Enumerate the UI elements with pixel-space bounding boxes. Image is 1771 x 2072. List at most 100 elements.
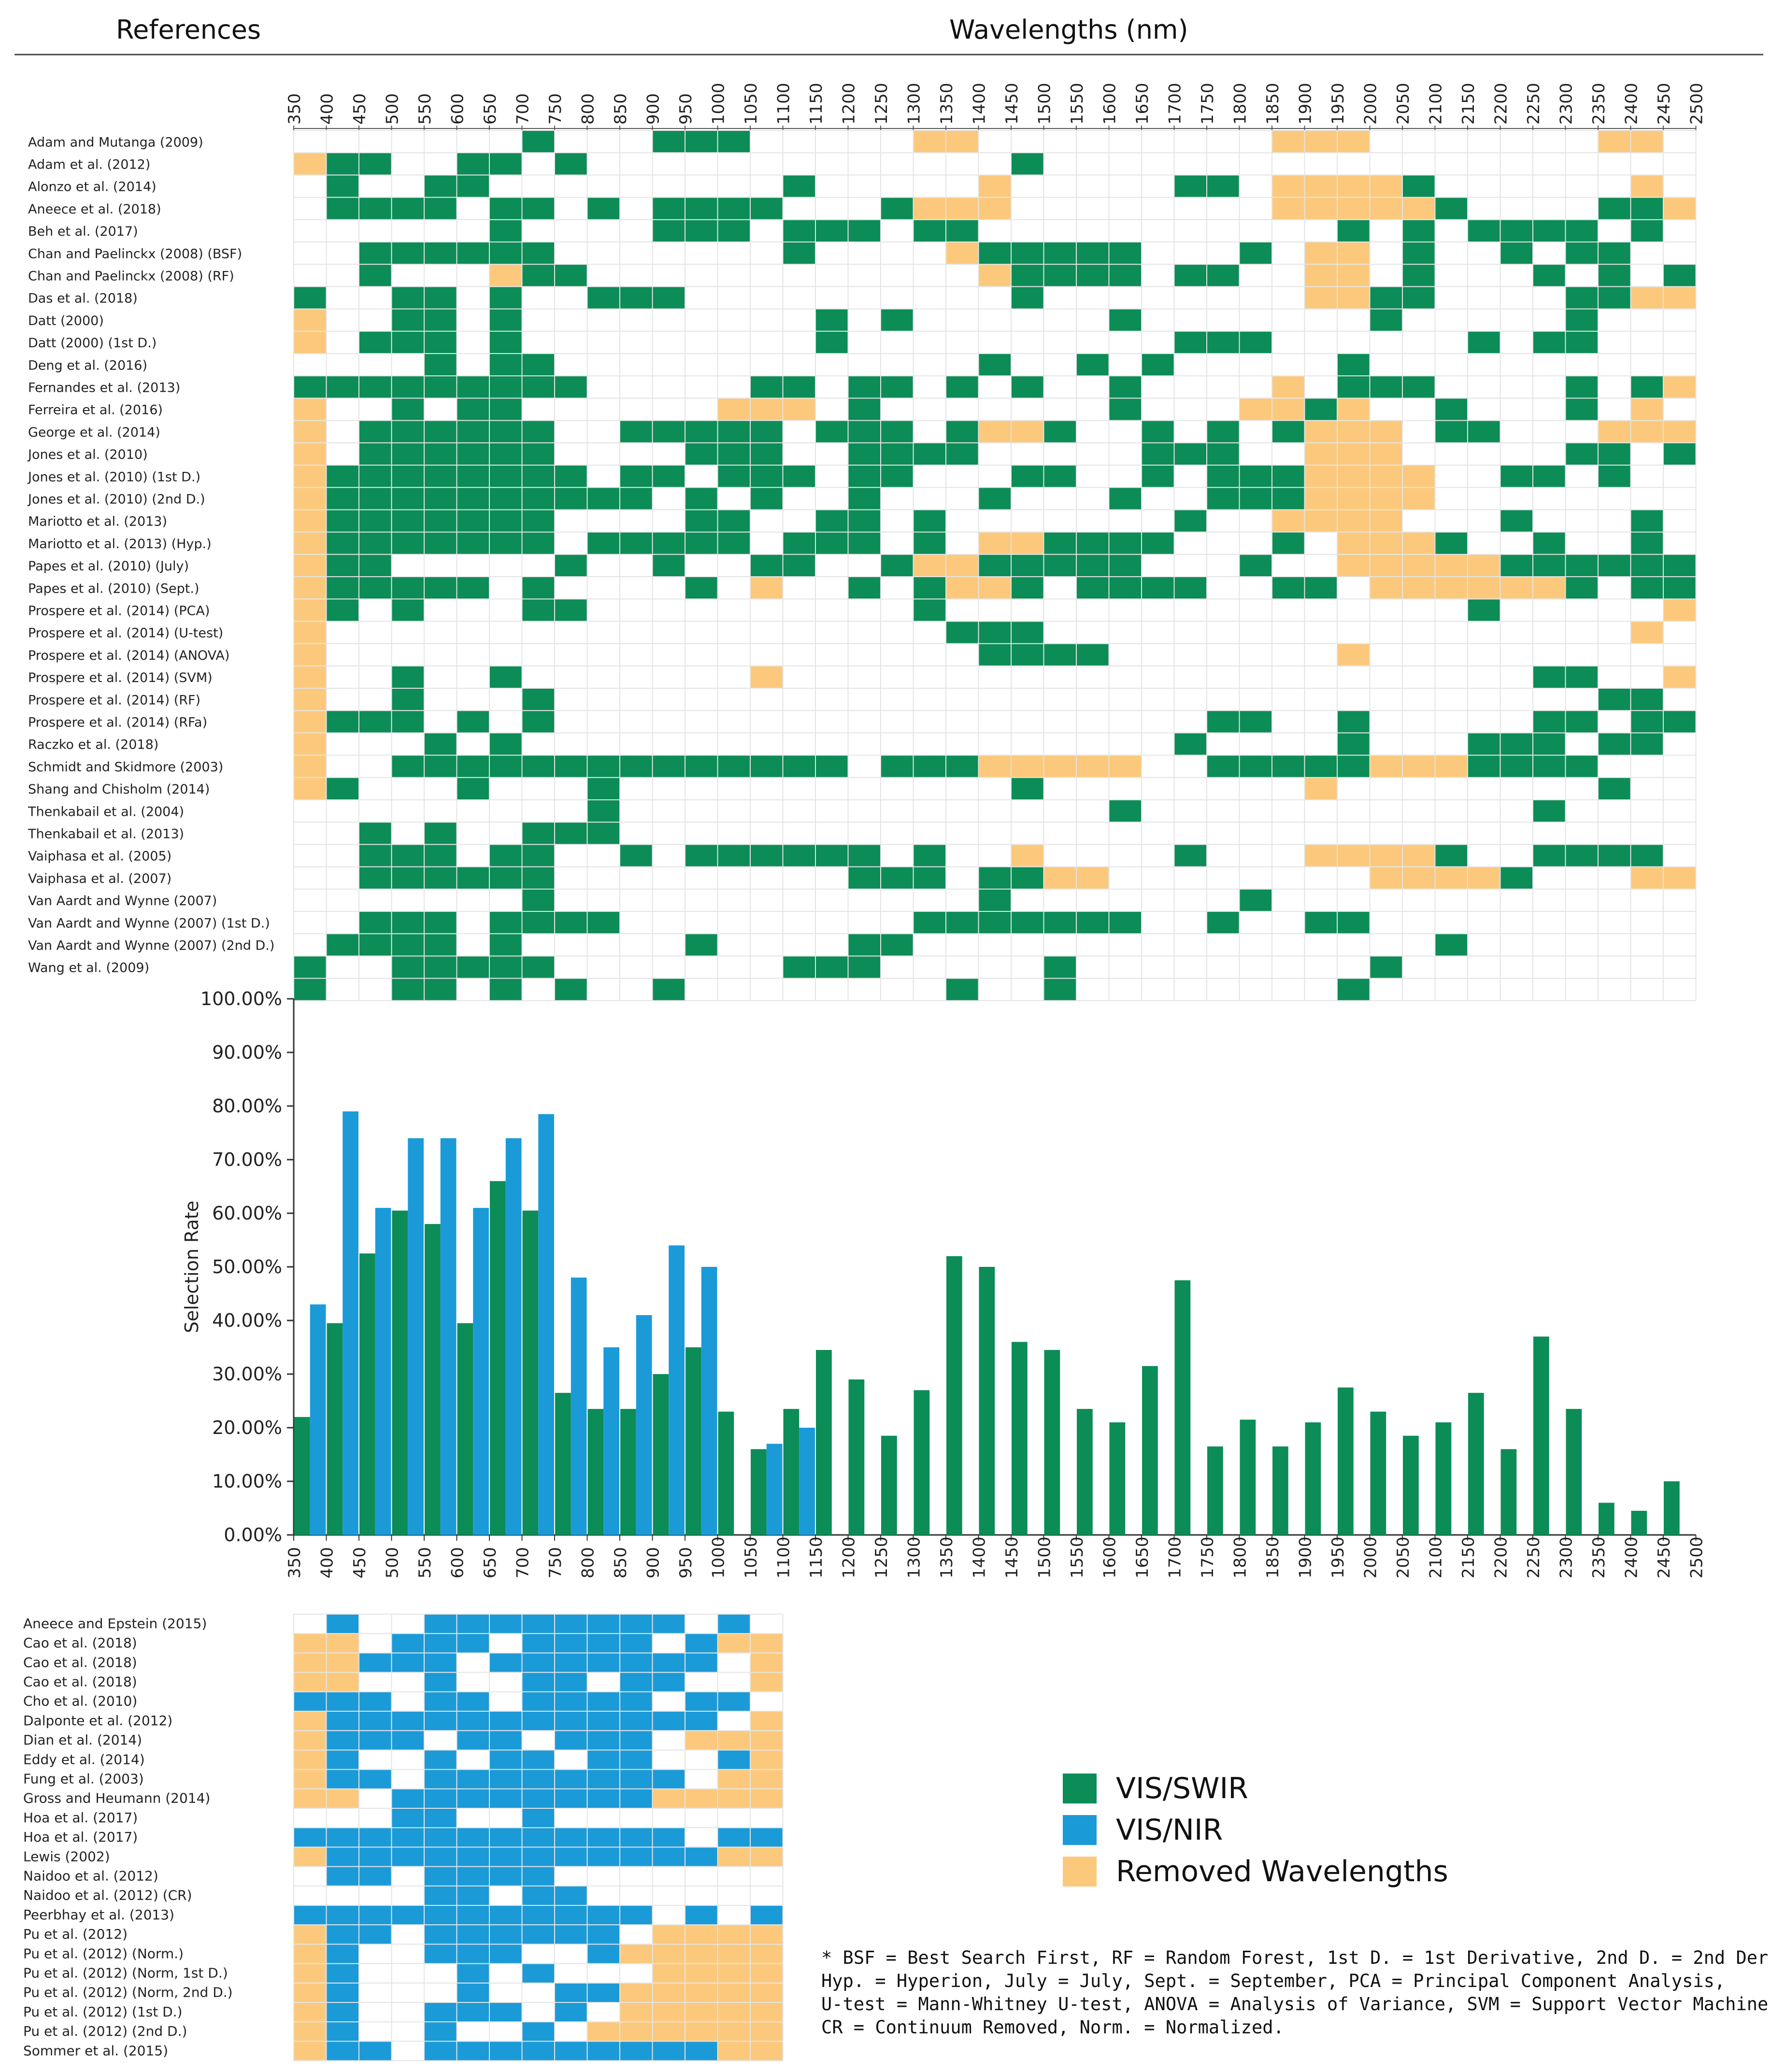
- nir-cell: [587, 1906, 619, 1925]
- swir-cell: [1305, 577, 1337, 599]
- nir-reference-label: Aneece and Epstein (2015): [23, 1616, 207, 1632]
- swir-cell: [359, 443, 391, 465]
- swir-cell: [1012, 532, 1043, 554]
- swir-cell: [1272, 376, 1304, 398]
- swir-cell: [1664, 599, 1696, 621]
- nir-cell: [327, 1925, 358, 1944]
- swir-cell: [1403, 175, 1435, 197]
- swir-cell: [751, 398, 783, 420]
- swir-cell: [1077, 577, 1109, 599]
- bar-vis-swir: [1174, 1280, 1191, 1535]
- swir-cell: [490, 198, 522, 219]
- swir-cell: [294, 510, 326, 532]
- swir-cell: [1305, 198, 1337, 219]
- swir-cell: [1338, 175, 1370, 197]
- swir-cell: [686, 510, 717, 532]
- swir-cell: [359, 845, 391, 866]
- swir-cell: [1533, 845, 1565, 866]
- swir-reference-label: Jones et al. (2010): [27, 447, 148, 462]
- nir-cell: [587, 1750, 619, 1769]
- nir-cell: [686, 1906, 717, 1925]
- swir-cell: [587, 287, 619, 309]
- x-tick-label: 500: [383, 1547, 402, 1578]
- swir-cell: [751, 755, 783, 777]
- x-tick-label: 1150: [807, 1536, 826, 1578]
- swir-cell: [1599, 733, 1630, 755]
- swir-cell: [555, 912, 587, 934]
- swir-cell: [1664, 287, 1696, 309]
- swir-reference-label: Mariotto et al. (2013): [28, 514, 167, 529]
- x-tick-label: 450: [350, 1547, 370, 1578]
- swir-reference-label: Papes et al. (2010) (Sept.): [28, 581, 200, 596]
- swir-cell: [1500, 867, 1532, 889]
- nir-cell: [686, 1712, 717, 1731]
- top-wavelength-label: 1750: [1198, 83, 1217, 125]
- nir-cell: [392, 1712, 424, 1731]
- swir-reference-label: Chan and Paelinckx (2008) (BSF): [28, 246, 242, 261]
- swir-cell: [1370, 466, 1402, 487]
- swir-reference-label: Beh et al. (2017): [28, 224, 138, 239]
- swir-cell: [359, 153, 391, 175]
- swir-cell: [294, 376, 326, 398]
- swir-reference-label: George et al. (2014): [28, 425, 160, 440]
- swir-cell: [1468, 421, 1500, 442]
- swir-cell: [1272, 466, 1304, 487]
- swir-reference-label: Mariotto et al. (2013) (Hyp.): [28, 537, 212, 552]
- swir-cell: [359, 198, 391, 219]
- top-wavelength-label: 2150: [1459, 83, 1478, 125]
- swir-cell: [1338, 979, 1370, 1000]
- swir-cell: [783, 845, 815, 866]
- swir-cell: [914, 198, 945, 219]
- swir-cell: [686, 443, 717, 465]
- top-wavelength-label: 650: [481, 93, 500, 125]
- swir-cell: [490, 867, 522, 889]
- swir-cell: [587, 488, 619, 510]
- swir-cell: [1566, 711, 1598, 733]
- swir-cell: [1044, 554, 1076, 576]
- swir-cell: [587, 755, 619, 777]
- nir-cell: [425, 1944, 457, 1963]
- swir-cell: [327, 175, 358, 197]
- swir-cell: [1272, 532, 1304, 554]
- x-tick-label: 350: [285, 1547, 304, 1578]
- swir-cell: [979, 554, 1011, 576]
- nir-cell: [490, 1925, 522, 1944]
- swir-cell: [653, 755, 685, 777]
- nir-cell: [457, 1964, 489, 1983]
- swir-cell: [425, 823, 457, 844]
- swir-reference-label: Chan and Paelinckx (2008) (RF): [28, 269, 234, 284]
- nir-cell: [555, 1653, 587, 1672]
- swir-cell: [392, 867, 424, 889]
- nir-cell: [490, 1789, 522, 1808]
- swir-cell: [1142, 532, 1174, 554]
- swir-reference-label: Prospere et al. (2014) (RFa): [28, 715, 207, 730]
- nir-cell: [555, 1634, 587, 1653]
- swir-cell: [587, 532, 619, 554]
- nir-cell: [555, 1770, 587, 1788]
- swir-cell: [425, 755, 457, 777]
- swir-cell: [522, 532, 554, 554]
- swir-cell: [1174, 577, 1206, 599]
- top-wavelength-label: 1150: [807, 83, 826, 125]
- swir-cell: [359, 934, 391, 956]
- swir-cell: [1109, 376, 1141, 398]
- swir-reference-label: Vaiphasa et al. (2007): [28, 871, 171, 886]
- nir-cell: [620, 1770, 652, 1788]
- swir-cell: [1272, 510, 1304, 532]
- swir-cell: [1566, 376, 1598, 398]
- swir-cell: [1631, 845, 1663, 866]
- swir-cell: [1664, 577, 1696, 599]
- swir-cell: [1599, 443, 1630, 465]
- swir-cell: [718, 466, 750, 487]
- nir-cell: [490, 1615, 522, 1633]
- swir-cell: [522, 354, 554, 376]
- swir-cell: [1566, 220, 1598, 241]
- nir-cell: [425, 1867, 457, 1886]
- swir-cell: [1533, 554, 1565, 576]
- y-tick-label: 60.00%: [212, 1203, 282, 1224]
- swir-cell: [490, 845, 522, 866]
- top-wavelength-label: 2100: [1427, 83, 1446, 125]
- top-wavelength-label: 1100: [774, 83, 794, 125]
- swir-cell: [1207, 175, 1239, 197]
